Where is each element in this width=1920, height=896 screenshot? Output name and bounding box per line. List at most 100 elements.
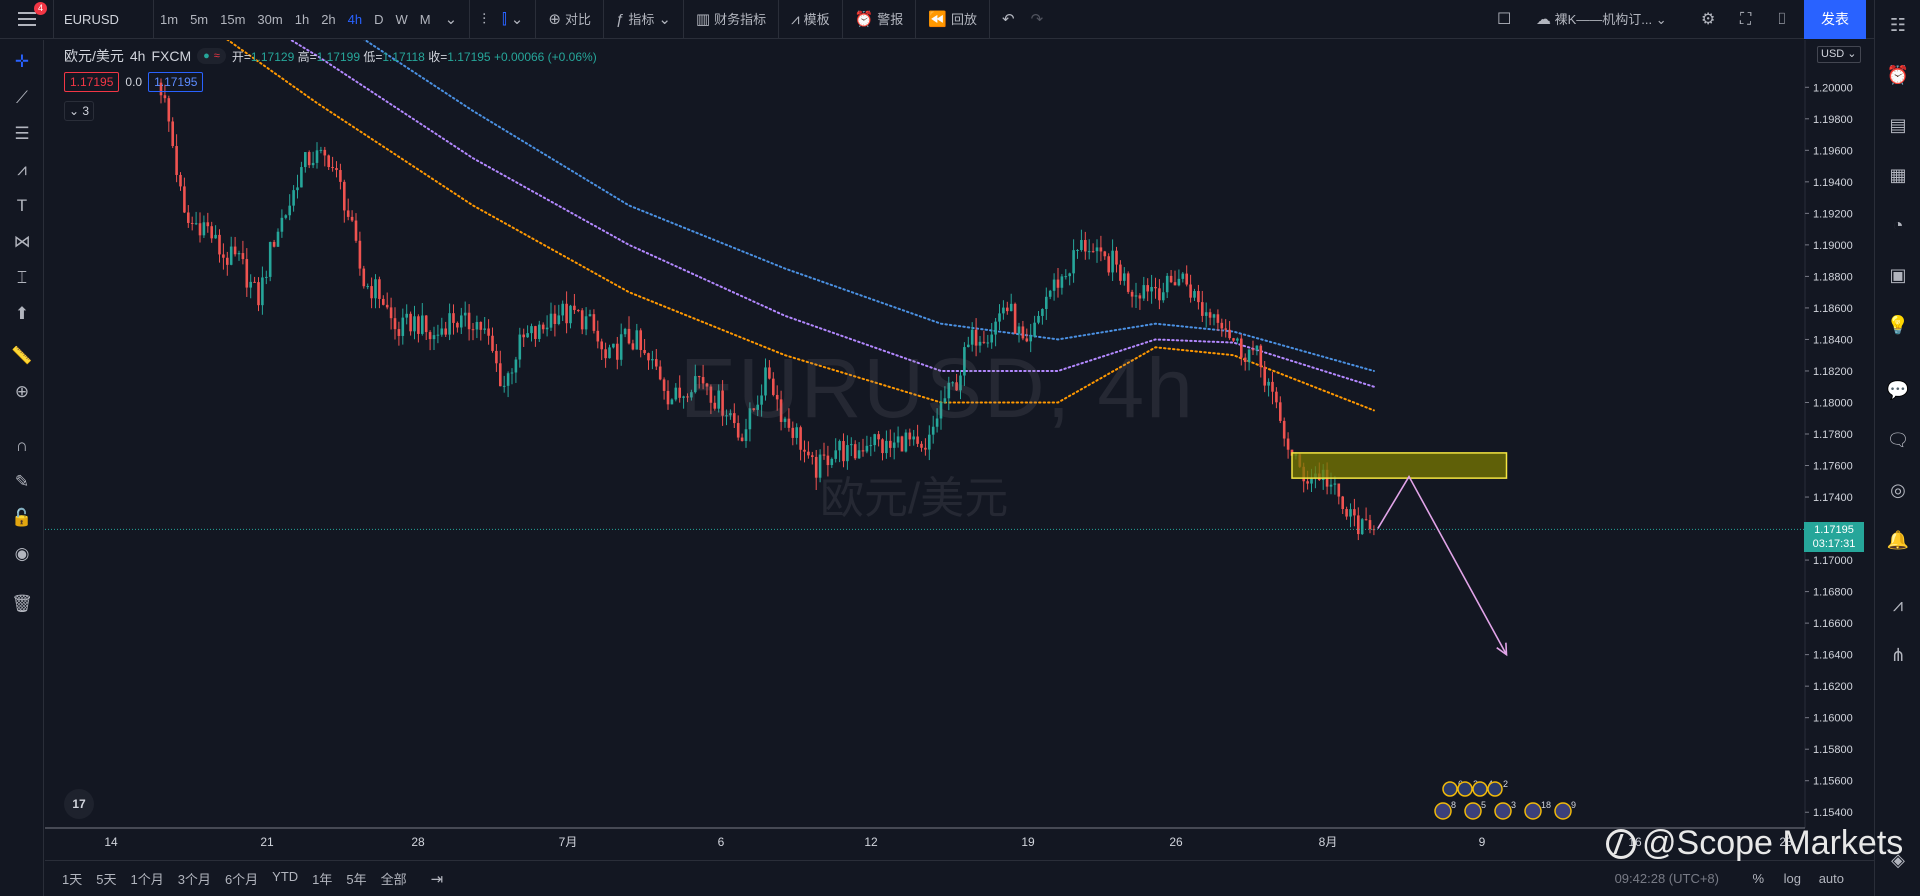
layers-button[interactable]: ◈: [1875, 845, 1920, 875]
layout-toggle-button[interactable]: ☐: [1497, 0, 1511, 39]
event-flag[interactable]: [1434, 802, 1452, 820]
magnet-tool[interactable]: ∩: [0, 432, 44, 460]
crosshair-tool[interactable]: ✛: [0, 48, 44, 76]
redo-button[interactable]: ↷: [1023, 0, 1052, 39]
timeframe-5m[interactable]: 5m: [190, 11, 209, 27]
annotations[interactable]: [45, 452, 1805, 657]
bar-style-button[interactable]: ⫶: [474, 0, 494, 39]
range-6[interactable]: 1年: [312, 872, 333, 887]
time-axis[interactable]: 14 21 28 7月 6 12 19 26 8月 9 16 23: [45, 827, 1805, 849]
tradingview-logo[interactable]: 17: [64, 789, 94, 819]
chat-button[interactable]: 💬: [1875, 375, 1920, 405]
auto-toggle[interactable]: auto: [1818, 871, 1844, 886]
candle-up: [280, 217, 284, 232]
timeframe-M[interactable]: M: [419, 11, 431, 27]
notifications-button[interactable]: 🔔: [1875, 525, 1920, 555]
range-8[interactable]: 全部: [380, 872, 407, 887]
financials-button[interactable]: ▥ 财务指标: [688, 0, 774, 39]
projection-path[interactable]: [1377, 474, 1508, 656]
hotlist-button[interactable]: ◔: [1875, 210, 1920, 240]
candle-down: [580, 310, 584, 330]
legend-symbol[interactable]: 欧元/美元: [64, 48, 124, 64]
candle-down: [1220, 322, 1224, 329]
layout-name-button[interactable]: ☁ 裸K——机构订... ⌄: [1536, 0, 1667, 39]
event-flag[interactable]: [1472, 781, 1488, 797]
buy-button[interactable]: 1.17195: [148, 72, 204, 92]
undo-button[interactable]: ↶: [994, 0, 1023, 39]
range-0[interactable]: 1天: [62, 872, 83, 887]
timeframe-15m[interactable]: 15m: [220, 11, 246, 27]
timeframe-4h[interactable]: 4h: [347, 11, 363, 27]
economic-events[interactable]: 6242853189: [1434, 779, 1576, 820]
goto-date-button[interactable]: ⇥: [424, 870, 451, 888]
main-menu-button[interactable]: 4: [0, 0, 54, 39]
snapshot-button[interactable]: ⌷: [1777, 0, 1787, 39]
event-flag[interactable]: [1487, 781, 1503, 797]
text-tool[interactable]: T: [0, 192, 44, 220]
range-3[interactable]: 3个月: [177, 872, 211, 887]
data-window-button[interactable]: ▤: [1875, 110, 1920, 140]
messages-button[interactable]: 🗨: [1875, 425, 1920, 455]
object-tree-button[interactable]: ⋔: [1875, 640, 1920, 670]
clock[interactable]: 09:42:28 (UTC+8): [1614, 871, 1719, 886]
timeframe-2h[interactable]: 2h: [321, 11, 336, 27]
watchlist-button[interactable]: ☷: [1875, 10, 1920, 40]
pattern-tool[interactable]: ⩘: [0, 156, 44, 184]
timeframe-30m[interactable]: 30m: [257, 11, 283, 27]
currency-selector[interactable]: USD ⌄: [1817, 46, 1861, 63]
price-axis[interactable]: 1.20000 1.19800 1.19600 1.19400 1.19200 1.190…: [1804, 40, 1853, 828]
sell-button[interactable]: 1.17195: [64, 72, 120, 92]
timeframe-dropdown[interactable]: ⌄: [437, 0, 466, 39]
compare-button[interactable]: ⊕ 对比: [540, 0, 599, 39]
timeframe-W[interactable]: W: [395, 11, 408, 27]
resistance-zone[interactable]: [1291, 452, 1508, 479]
event-flag[interactable]: [1464, 802, 1482, 820]
trading-panel-button[interactable]: ⩘: [1875, 590, 1920, 620]
fullscreen-button[interactable]: ⛶: [1740, 0, 1751, 39]
draw-mode-tool[interactable]: ✎: [0, 468, 44, 496]
prediction-tool[interactable]: ⋈: [0, 228, 44, 256]
candle-style-button[interactable]: ⫿ ⌄: [494, 0, 531, 39]
alerts-button[interactable]: ⏰ 警报: [847, 0, 912, 39]
templates-button[interactable]: ⩘ 模板: [783, 0, 837, 39]
streams-button[interactable]: ◎: [1875, 475, 1920, 505]
arrow-tool[interactable]: ⬆: [0, 300, 44, 328]
candle-down: [775, 394, 779, 400]
fib-tool[interactable]: ☰: [0, 120, 44, 148]
visibility-tool[interactable]: ◉: [0, 540, 44, 568]
timeframe-1m[interactable]: 1m: [160, 11, 179, 27]
zoom-tool[interactable]: ⊕: [0, 378, 44, 406]
calendar-button[interactable]: ▣: [1875, 260, 1920, 290]
measure-tool[interactable]: ⌶: [0, 264, 44, 292]
percent-toggle[interactable]: %: [1752, 871, 1764, 886]
market-status[interactable]: ● ≈: [197, 48, 226, 64]
symbol-search[interactable]: EURUSD: [54, 0, 154, 39]
news-button[interactable]: ▦: [1875, 160, 1920, 190]
replay-button[interactable]: ⏪ 回放: [920, 0, 985, 39]
chart-area[interactable]: 1.20000 1.19800 1.19600 1.19400 1.19200 1.190…: [45, 40, 1874, 856]
event-flag[interactable]: [1554, 802, 1572, 820]
indicators-collapse-button[interactable]: ⌄ 3: [64, 101, 94, 121]
log-toggle[interactable]: log: [1783, 871, 1801, 886]
lock-tool[interactable]: 🔓: [0, 504, 44, 532]
timeframe-1h[interactable]: 1h: [294, 11, 310, 27]
range-5[interactable]: YTD: [272, 869, 299, 884]
event-flag[interactable]: [1457, 781, 1473, 797]
price-chart[interactable]: 1.20000 1.19800 1.19600 1.19400 1.19200 1.190…: [45, 40, 1874, 856]
alerts-panel-button[interactable]: ⏰: [1875, 60, 1920, 90]
event-flag[interactable]: [1494, 802, 1512, 820]
settings-button[interactable]: ⚙: [1701, 0, 1715, 39]
publish-button[interactable]: 发表: [1804, 0, 1866, 39]
indicators-button[interactable]: ƒ 指标 ⌄: [608, 0, 679, 39]
event-flag[interactable]: [1442, 781, 1458, 797]
range-1[interactable]: 5天: [96, 872, 117, 887]
event-flag[interactable]: [1524, 802, 1542, 820]
delete-tool[interactable]: 🗑: [0, 590, 44, 618]
timeframe-D[interactable]: D: [374, 11, 384, 27]
range-7[interactable]: 5年: [346, 872, 367, 887]
range-2[interactable]: 1个月: [130, 872, 164, 887]
ideas-button[interactable]: 💡: [1875, 310, 1920, 340]
ruler-tool[interactable]: 📏: [0, 342, 44, 370]
range-4[interactable]: 6个月: [224, 872, 259, 887]
trendline-tool[interactable]: ⟋: [0, 84, 44, 112]
